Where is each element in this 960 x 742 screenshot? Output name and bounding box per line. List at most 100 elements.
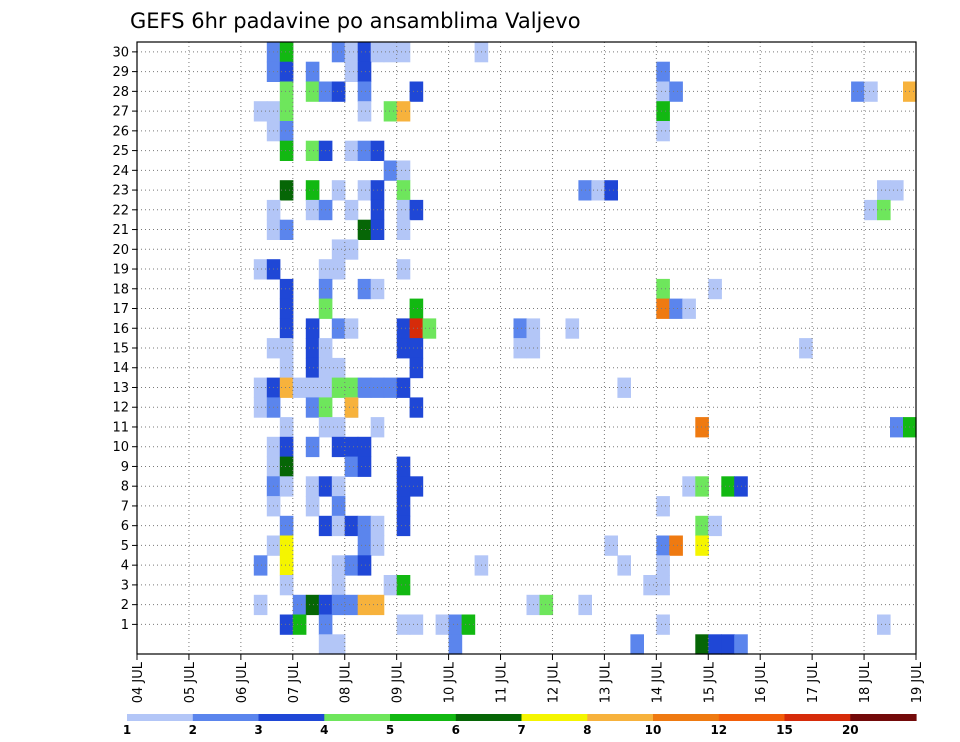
x-tick-label: 11 JUL (495, 661, 510, 703)
heatmap-cell (617, 377, 631, 398)
x-tick-label: 17 JUL (806, 661, 821, 703)
heatmap-cell (331, 436, 346, 458)
heatmap-cell (331, 42, 346, 63)
heatmap-cell (331, 357, 346, 379)
heatmap-cell (435, 614, 450, 635)
y-tick-label: 14 (112, 361, 129, 376)
y-tick-label: 7 (121, 499, 129, 514)
heatmap-cell (292, 594, 307, 616)
legend-swatch (587, 714, 654, 721)
heatmap-cell (279, 515, 294, 537)
heatmap-cell (357, 219, 372, 240)
heatmap-cell (396, 575, 411, 596)
heatmap-cell (318, 634, 333, 655)
x-tick-label: 09 JUL (391, 661, 406, 703)
x-tick-label: 06 JUL (235, 661, 250, 703)
heatmap-cell (279, 101, 294, 122)
heatmap-cell (344, 61, 359, 82)
legend-label: 5 (386, 723, 394, 737)
legend-swatch (653, 714, 720, 721)
heatmap-cell (253, 555, 268, 576)
heatmap-cell (383, 575, 398, 596)
legend-swatch (718, 714, 786, 721)
heatmap-cell (695, 634, 709, 655)
heatmap-cell (396, 496, 411, 517)
legend-swatch (784, 714, 851, 721)
heatmap-cell (396, 456, 411, 477)
heatmap-cell (396, 476, 411, 497)
heatmap-cell (513, 338, 528, 359)
heatmap-cell (409, 338, 424, 359)
heatmap-cell (357, 42, 372, 63)
heatmap-cell (344, 42, 359, 63)
heatmap-cell (344, 594, 359, 616)
heatmap-cell (279, 456, 294, 477)
heatmap-cell (331, 318, 346, 339)
heatmap-cell (357, 515, 372, 537)
heatmap-cell (656, 496, 670, 517)
y-tick-label: 22 (112, 203, 129, 218)
y-tick-label: 27 (112, 105, 129, 120)
heatmap-cell (344, 140, 359, 161)
heatmap-cell (331, 259, 346, 280)
heatmap-cell (331, 496, 346, 517)
heatmap-cell (279, 219, 294, 240)
heatmap-cell (656, 555, 670, 576)
y-axis-ticks: 1234567891011121314151617181920212223242… (112, 45, 137, 633)
heatmap-cell (409, 199, 424, 221)
y-tick-label: 1 (121, 618, 129, 633)
heatmap-cell (708, 278, 722, 300)
heatmap-cell (344, 377, 359, 398)
heatmap-cell (279, 61, 294, 82)
heatmap-cell (344, 515, 359, 537)
heatmap-cell (409, 357, 424, 379)
chart-title: GEFS 6hr padavine po ansamblima Valjevo (130, 9, 581, 33)
y-tick-label: 23 (112, 184, 129, 199)
heatmap-cell (357, 140, 372, 161)
heatmap-cell (656, 61, 670, 82)
heatmap-cell (448, 614, 463, 635)
heatmap-cell (669, 81, 683, 102)
heatmap-cell (279, 278, 294, 300)
heatmap-cell (656, 81, 670, 102)
y-tick-label: 3 (121, 578, 129, 593)
heatmap-cell (331, 594, 346, 616)
legend-label: 7 (517, 723, 525, 737)
heatmap-cell (396, 160, 411, 181)
legend-swatch (850, 714, 917, 721)
heatmap-cell (344, 239, 359, 260)
heatmap-cell (279, 476, 294, 497)
heatmap-cell (305, 397, 320, 418)
x-tick-label: 07 JUL (287, 661, 302, 703)
y-tick-label: 28 (112, 85, 129, 100)
legend-label: 12 (710, 723, 727, 737)
heatmap-cell (409, 397, 424, 418)
heatmap-cell (357, 81, 372, 102)
heatmap-cell (864, 81, 878, 102)
heatmap-cell (383, 160, 398, 181)
heatmap-cell (591, 180, 605, 201)
heatmap-cell (877, 199, 891, 221)
heatmap-cell (305, 61, 320, 82)
y-tick-label: 2 (121, 598, 129, 613)
y-tick-label: 19 (112, 263, 129, 278)
heatmap-cell (253, 259, 268, 280)
y-tick-label: 13 (112, 381, 129, 396)
heatmap-cell (305, 496, 320, 517)
heatmap-cell (890, 417, 904, 438)
heatmap-cell (305, 476, 320, 497)
heatmap-cell (357, 535, 372, 556)
heatmap-cell (279, 121, 294, 142)
heatmap-cell (877, 614, 891, 635)
heatmap-cell (383, 42, 398, 63)
heatmap-cell (409, 476, 424, 497)
heatmap-cell (344, 318, 359, 339)
heatmap-cell (331, 634, 346, 655)
x-tick-label: 15 JUL (702, 661, 717, 703)
y-tick-label: 4 (121, 559, 129, 574)
heatmap-cell (656, 298, 670, 319)
heatmap-cell (695, 476, 709, 497)
heatmap-cell (331, 417, 346, 438)
heatmap-cell (305, 377, 320, 398)
heatmap-cell (305, 594, 320, 616)
